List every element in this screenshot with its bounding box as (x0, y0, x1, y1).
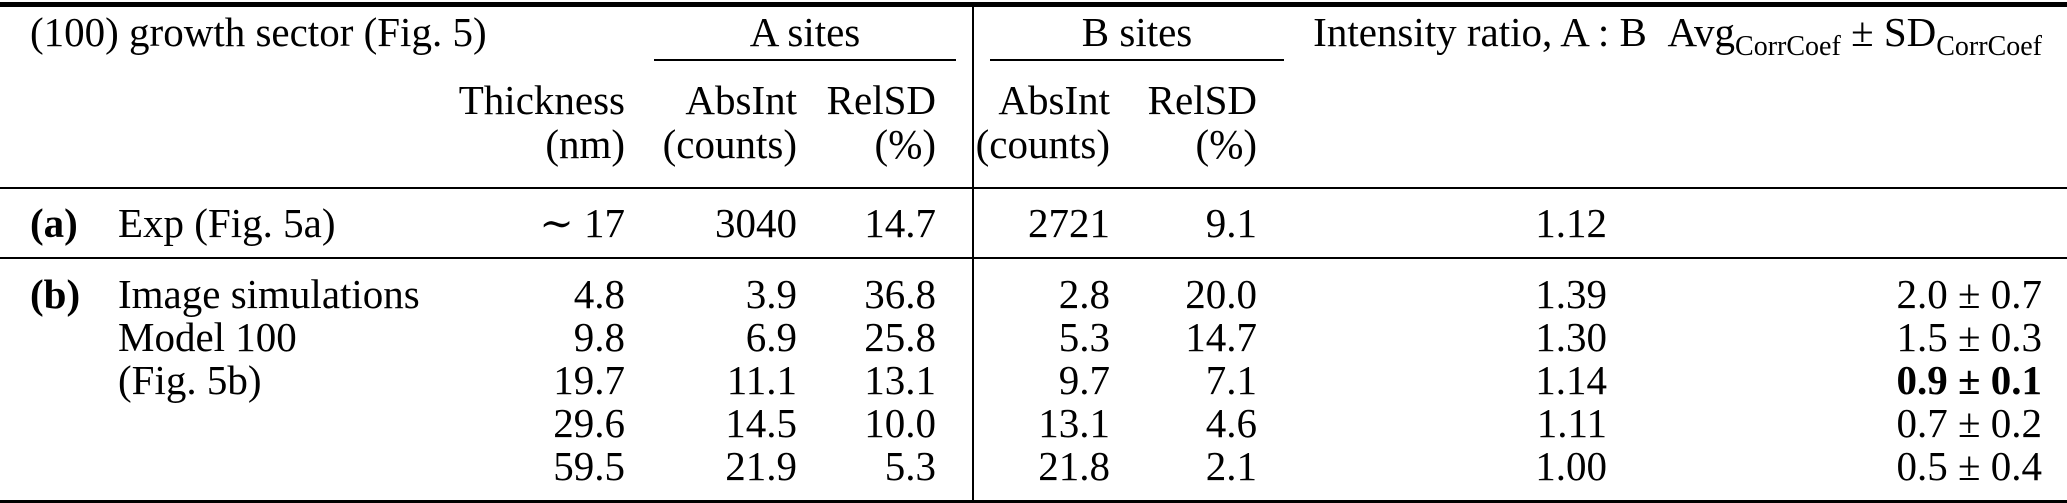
col-header-thickness: Thickness (458, 77, 626, 123)
row-label (88, 445, 433, 503)
row-marker: (b) (30, 271, 81, 317)
cell-b-absint: 5.3 (1058, 314, 1111, 360)
table-row-sim-4: 29.6 14.5 10.0 13.1 4.6 1.11 0.7 ± 0.2 (0, 402, 2067, 445)
spacer-cell (88, 121, 434, 189)
avg-prefix: Avg (1667, 9, 1736, 55)
cell-a-relsd: 5.3 (810, 445, 975, 503)
cell-b-absint: 21.8 (1038, 443, 1111, 489)
table-title: (100) growth sector (Fig. 5) (30, 9, 487, 55)
cell-b-relsd: 7.1 (1205, 357, 1258, 403)
cell-intensity-ratio: 1.14 (1535, 357, 1608, 403)
cell-thickness: 59.5 (553, 443, 626, 489)
cell-a-absint: 6.9 (745, 314, 798, 360)
spacer-cell (1300, 71, 1660, 121)
cell-a-relsd: 13.1 (810, 359, 975, 402)
col-header-b-absint: AbsInt (998, 77, 1111, 123)
header-row-units: (nm) (counts) (%) (counts) (%) (0, 121, 2067, 189)
row-marker (0, 359, 88, 402)
row-marker (0, 402, 88, 445)
col-header-a-absint: AbsInt (685, 77, 798, 123)
table-row-sim-3: (Fig. 5b) 19.7 11.1 13.1 9.7 7.1 1.14 0.… (0, 359, 2067, 402)
cell-avg-corrcoef: 2.0 ± 0.7 (1896, 271, 2043, 317)
group-header-b-sites: B sites (973, 5, 1300, 72)
cell-avg-corrcoef: 1.5 ± 0.3 (1896, 314, 2043, 360)
spacer-cell (1660, 121, 2067, 189)
unit-a-relsd: (%) (810, 121, 975, 189)
unit-thickness: (nm) (433, 121, 639, 189)
spacer-cell (1660, 71, 2067, 121)
group-header-a-sites: A sites (638, 4, 975, 71)
col-header-avg-corrcoef: AvgCorrCoef ± SDCorrCoef (1660, 5, 2067, 72)
cell-avg-corrcoef: 0.7 ± 0.2 (1896, 400, 2043, 446)
cell-b-absint: 9.7 (1058, 357, 1111, 403)
cell-a-absint: 3040 (638, 188, 811, 259)
cell-b-absint: 2721 (973, 188, 1146, 259)
col-header-a-relsd: RelSD (810, 71, 975, 121)
group-label-a-sites: A sites (654, 9, 957, 61)
group-label-b-sites: B sites (990, 9, 1285, 61)
table-row-exp: (a) Exp (Fig. 5a) ∼ 17 3040 14.7 2721 9.… (0, 188, 2067, 259)
spacer-cell (1300, 121, 1661, 189)
cell-b-absint: 13.1 (1038, 400, 1111, 446)
table-row-sim-5: 59.5 21.9 5.3 21.8 2.1 1.00 0.5 ± 0.4 (0, 445, 2067, 503)
cell-avg-corrcoef-bold: 0.9 ± 0.1 (1896, 357, 2043, 403)
cell-a-absint: 14.5 (725, 400, 798, 446)
row-label: Model 100 (118, 314, 297, 360)
cell-b-relsd: 4.6 (1205, 400, 1258, 446)
avg-subscript: CorrCoef (1735, 31, 1841, 62)
sd-prefix: SD (1883, 9, 1937, 55)
row-marker (0, 445, 88, 503)
cell-avg-corrcoef (1660, 188, 2067, 259)
cell-thickness: ∼ 17 (433, 188, 639, 259)
cell-thickness: 9.8 (573, 314, 626, 360)
cell-b-relsd: 20.0 (1185, 271, 1258, 317)
cell-thickness: 19.7 (553, 357, 626, 403)
unit-a-absint: (counts) (638, 121, 811, 189)
cell-b-relsd: 14.7 (1185, 314, 1258, 360)
cell-intensity-ratio: 1.11 (1536, 400, 1608, 446)
unit-b-absint: (counts) (973, 121, 1146, 189)
cell-thickness: 4.8 (573, 271, 626, 317)
spacer-cell (0, 71, 88, 121)
cell-a-relsd: 10.0 (810, 402, 975, 445)
row-label: Image simulations (118, 271, 420, 317)
plus-minus-sign: ± (1851, 9, 1874, 55)
header-row-names: Thickness AbsInt RelSD AbsInt RelSD (0, 71, 2067, 121)
cell-intensity-ratio: 1.30 (1535, 314, 1608, 360)
table-row-sim-1: (b) Image simulations 4.8 3.9 36.8 2.8 2… (0, 258, 2067, 316)
cell-intensity-ratio: 1.12 (1300, 188, 1661, 259)
cell-b-absint: 2.8 (1058, 271, 1111, 317)
sd-subscript: CorrCoef (1936, 31, 2043, 62)
cell-a-relsd: 36.8 (810, 258, 975, 316)
cell-a-relsd: 14.7 (810, 188, 975, 259)
cell-b-relsd: 2.1 (1205, 443, 1258, 489)
col-header-intensity-ratio: Intensity ratio, A : B (1313, 9, 1647, 55)
row-label: Exp (Fig. 5a) (88, 188, 434, 259)
spacer-cell (88, 71, 433, 121)
row-label: (Fig. 5b) (118, 357, 262, 403)
row-marker (0, 316, 88, 359)
spacer-cell (0, 121, 88, 189)
header-row-groups: (100) growth sector (Fig. 5) A sites B s… (0, 4, 2067, 72)
row-label (88, 402, 433, 445)
cell-intensity-ratio: 1.39 (1535, 271, 1608, 317)
cell-intensity-ratio: 1.00 (1535, 443, 1608, 489)
cell-a-relsd: 25.8 (810, 316, 975, 359)
unit-b-relsd: (%) (1145, 121, 1301, 189)
cell-thickness: 29.6 (553, 400, 626, 446)
cell-a-absint: 21.9 (725, 443, 798, 489)
col-header-b-relsd: RelSD (1147, 77, 1258, 123)
table-row-sim-2: Model 100 9.8 6.9 25.8 5.3 14.7 1.30 1.5… (0, 316, 2067, 359)
cell-avg-corrcoef: 0.5 ± 0.4 (1896, 443, 2043, 489)
row-marker: (a) (0, 188, 88, 259)
cell-b-relsd: 9.1 (1145, 188, 1301, 259)
cell-a-absint: 11.1 (726, 357, 798, 403)
cell-a-absint: 3.9 (745, 271, 798, 317)
